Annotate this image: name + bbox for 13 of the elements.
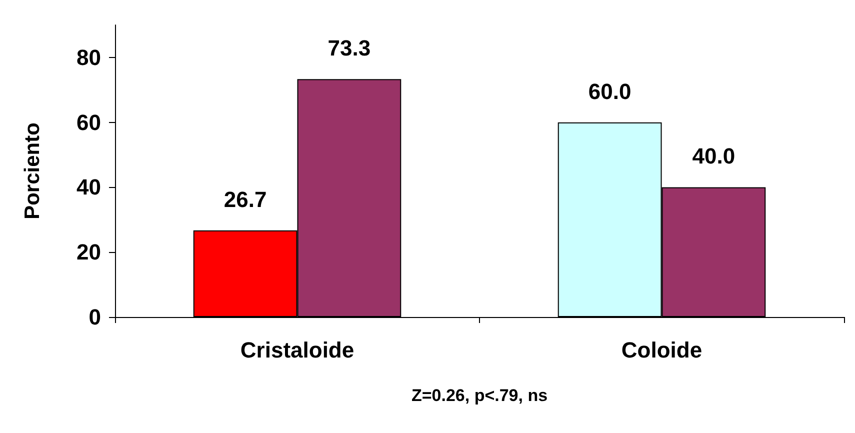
x-axis-title: Z=0.26, p<.79, ns: [411, 386, 548, 405]
y-tick-label: 0: [88, 304, 101, 330]
data-label: 40.0: [692, 144, 736, 169]
data-label: 73.3: [328, 36, 371, 61]
data-label: 60.0: [588, 78, 632, 104]
y-tick-label: 60: [76, 110, 101, 135]
data-label: 26.7: [224, 186, 267, 212]
y-tick-label: 80: [76, 44, 101, 70]
y-axis-title: Porciento: [21, 122, 44, 220]
y-tick-label: 40: [76, 174, 101, 200]
x-tick-label: Coloide: [621, 338, 702, 362]
x-tick-label: Cristaloide: [240, 338, 354, 362]
y-tick-label: 20: [76, 240, 101, 265]
